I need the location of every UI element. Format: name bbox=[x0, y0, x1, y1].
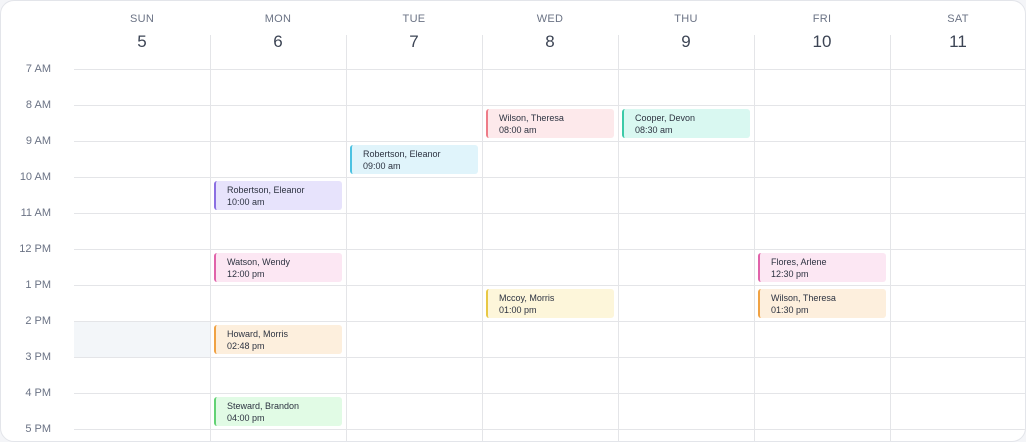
event-time: 09:00 am bbox=[363, 161, 401, 171]
event-card[interactable]: Howard, Morris 02:48 pm bbox=[214, 325, 342, 354]
event-patient-name: Wilson, Theresa bbox=[499, 113, 564, 123]
event-patient-name: Wilson, Theresa bbox=[771, 293, 836, 303]
event-patient-name: Mccoy, Morris bbox=[499, 293, 555, 303]
hour-label: 8 AM bbox=[25, 99, 51, 111]
event-card[interactable]: Robertson, Eleanor 09:00 am bbox=[350, 145, 478, 174]
hour-line bbox=[74, 393, 1025, 394]
day-name: MON bbox=[264, 13, 292, 25]
day-name: WED bbox=[536, 13, 564, 25]
hour-line bbox=[74, 177, 1025, 178]
column-divider bbox=[482, 35, 483, 441]
hour-line bbox=[74, 69, 1025, 70]
event-patient-name: Flores, Arlene bbox=[771, 257, 827, 267]
column-divider bbox=[890, 35, 891, 441]
column-divider bbox=[618, 35, 619, 441]
hour-label: 10 AM bbox=[19, 171, 51, 183]
day-number: 10 bbox=[812, 32, 832, 51]
event-time: 02:48 pm bbox=[227, 341, 265, 351]
day-number: 5 bbox=[137, 32, 147, 51]
event-time: 10:00 am bbox=[227, 197, 265, 207]
day-number: 6 bbox=[273, 32, 283, 51]
day-number: 11 bbox=[949, 32, 967, 51]
event-time: 12:30 pm bbox=[771, 269, 809, 279]
hour-label: 5 PM bbox=[25, 423, 51, 435]
hour-label: 7 AM bbox=[25, 63, 51, 75]
hour-line bbox=[74, 213, 1025, 214]
hour-label: 4 PM bbox=[25, 387, 51, 399]
event-card[interactable]: Flores, Arlene 12:30 pm bbox=[758, 253, 886, 282]
event-card[interactable]: Steward, Brandon 04:00 pm bbox=[214, 397, 342, 426]
hour-label: 3 PM bbox=[25, 351, 51, 363]
event-time: 01:00 pm bbox=[499, 305, 537, 315]
event-patient-name: Robertson, Eleanor bbox=[227, 185, 305, 195]
column-divider bbox=[346, 35, 347, 441]
event-card[interactable]: Wilson, Theresa 01:30 pm bbox=[758, 289, 886, 318]
day-name: SAT bbox=[947, 13, 969, 25]
hour-label: 9 AM bbox=[25, 135, 51, 147]
hour-label: 2 PM bbox=[25, 315, 51, 327]
event-card[interactable]: Cooper, Devon 08:30 am bbox=[622, 109, 750, 138]
highlighted-slot[interactable] bbox=[74, 322, 210, 357]
day-number: 7 bbox=[409, 32, 419, 51]
hour-label: 11 AM bbox=[20, 207, 51, 219]
hour-line bbox=[74, 141, 1025, 142]
hour-label: 12 PM bbox=[19, 243, 51, 255]
event-card[interactable]: Mccoy, Morris 01:00 pm bbox=[486, 289, 614, 318]
hour-label: 1 PM bbox=[25, 279, 51, 291]
event-patient-name: Watson, Wendy bbox=[227, 257, 291, 267]
event-patient-name: Howard, Morris bbox=[227, 329, 289, 339]
event-card[interactable]: Watson, Wendy 12:00 pm bbox=[214, 253, 342, 282]
event-patient-name: Steward, Brandon bbox=[227, 401, 300, 411]
day-number: 9 bbox=[681, 32, 691, 51]
event-time: 04:00 pm bbox=[227, 413, 265, 423]
event-patient-name: Cooper, Devon bbox=[635, 113, 696, 123]
column-divider bbox=[754, 35, 755, 441]
event-patient-name: Robertson, Eleanor bbox=[363, 149, 441, 159]
event-card[interactable]: Robertson, Eleanor 10:00 am bbox=[214, 181, 342, 210]
event-time: 08:30 am bbox=[635, 125, 673, 135]
event-time: 01:30 pm bbox=[771, 305, 809, 315]
event-time: 12:00 pm bbox=[227, 269, 265, 279]
hour-line bbox=[74, 285, 1025, 286]
event-time: 08:00 am bbox=[499, 125, 537, 135]
day-number: 8 bbox=[545, 32, 555, 51]
hour-line bbox=[74, 105, 1025, 106]
event-card[interactable]: Wilson, Theresa 08:00 am bbox=[486, 109, 614, 138]
hour-line bbox=[74, 249, 1025, 250]
day-name: TUE bbox=[402, 13, 426, 25]
day-name: SUN bbox=[129, 13, 155, 25]
hour-line bbox=[74, 321, 1025, 322]
hour-line bbox=[74, 357, 1025, 358]
day-name: THU bbox=[674, 13, 698, 25]
day-name: FRI bbox=[812, 13, 832, 25]
column-divider bbox=[210, 35, 211, 441]
